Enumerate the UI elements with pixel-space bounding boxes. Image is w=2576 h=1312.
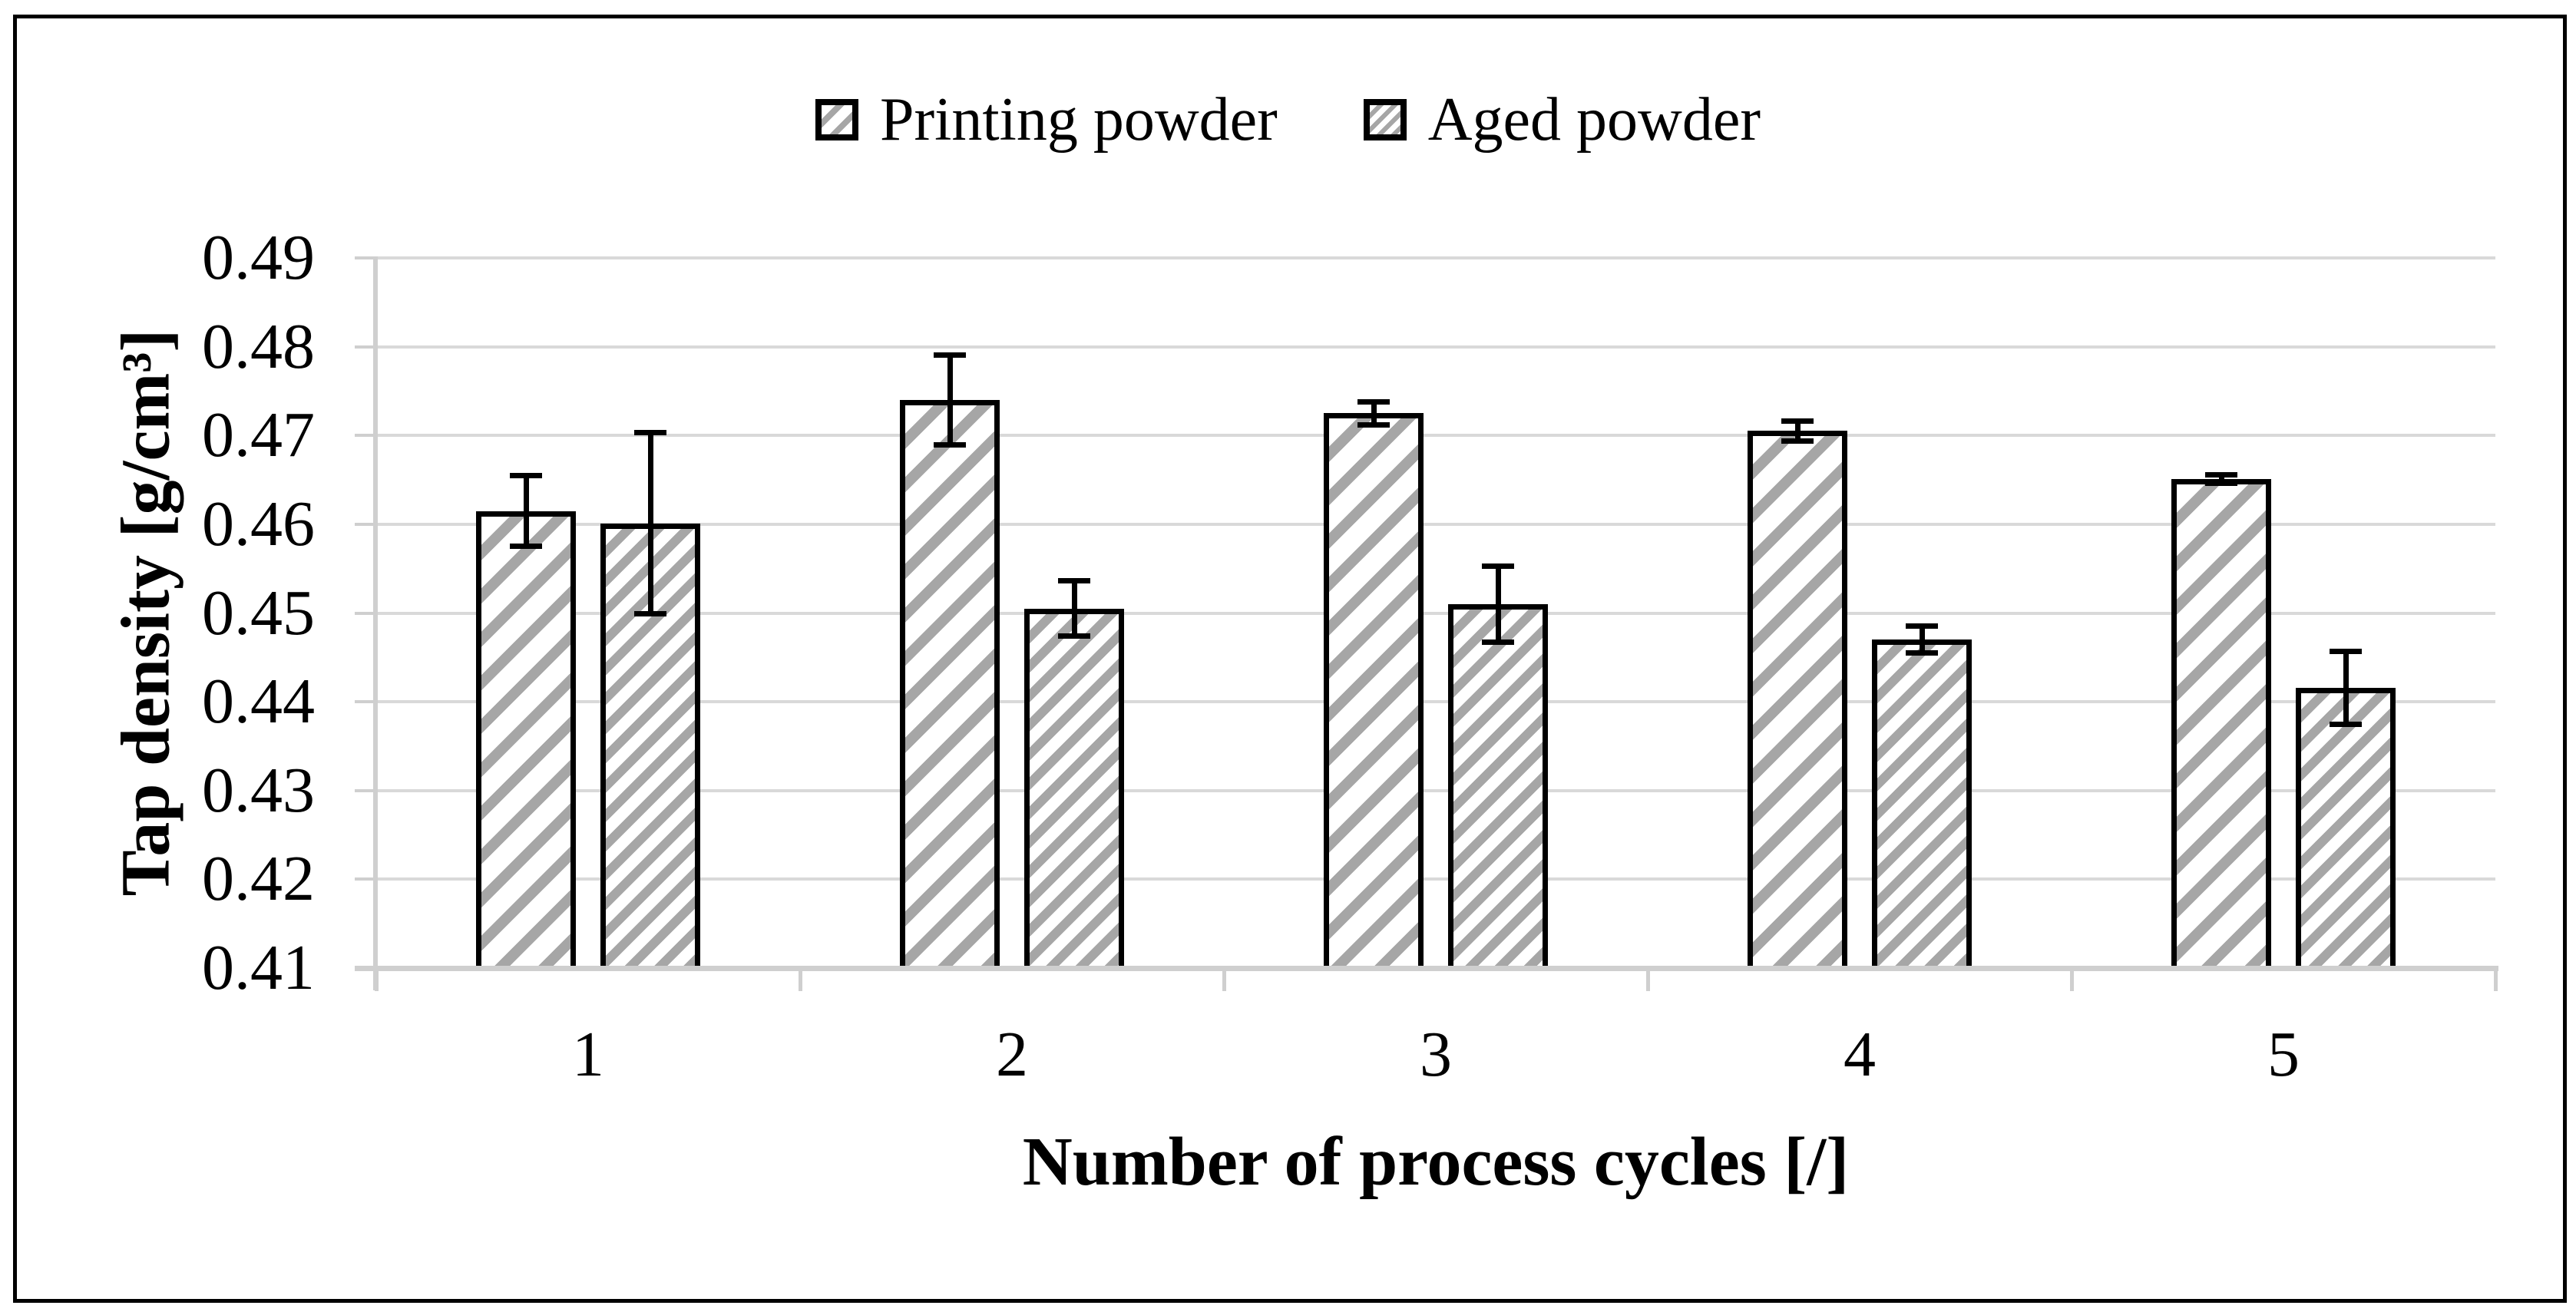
bar-aged-powder-cycle-2	[1024, 608, 1124, 971]
error-bar-stem	[2218, 474, 2224, 484]
gridline	[376, 434, 2495, 438]
error-bar-cap-top	[2330, 648, 2362, 654]
gridline	[376, 345, 2495, 349]
x-axis-line	[355, 966, 2498, 971]
x-axis-title: Number of process cycles [/]	[1022, 1124, 1850, 1200]
bar-printing-powder-cycle-4	[1748, 431, 1847, 971]
error-bar-cap-top	[1906, 623, 1938, 630]
bar-aged-powder-cycle-4	[1872, 639, 1972, 971]
error-bar-cap-top	[934, 352, 966, 358]
gridline	[376, 877, 2495, 881]
legend-item-printing-powder: Printing powder	[815, 89, 1278, 150]
error-bar-cap-top	[2205, 471, 2237, 478]
error-bar-cap-top	[510, 472, 542, 478]
x-axis-tick-mark	[1222, 968, 1226, 991]
x-axis-tick-mark	[2494, 968, 2498, 991]
x-axis-tick-mark	[799, 968, 802, 991]
gridline	[376, 788, 2495, 792]
error-bar-cap-top	[1781, 418, 1814, 425]
x-axis-tick-label: 3	[1420, 1019, 1452, 1090]
error-bar-cap-bottom	[510, 544, 542, 550]
x-axis-tick-label: 5	[2267, 1019, 2300, 1090]
y-axis-tick-label: 0.47	[202, 399, 315, 471]
x-axis-tick-mark	[2070, 968, 2074, 991]
gridline	[376, 700, 2495, 704]
y-axis-tick-mark	[355, 611, 376, 615]
x-axis-tick-mark	[375, 968, 379, 991]
y-axis-tick-mark	[355, 434, 376, 438]
error-bar-stem	[1794, 421, 1801, 441]
error-bar-stem	[1919, 626, 1925, 653]
bar-aged-powder-cycle-3	[1448, 603, 1548, 971]
y-axis-tick-label: 0.41	[202, 932, 315, 1003]
bar-printing-powder-cycle-2	[900, 400, 1000, 971]
error-bar-cap-top	[1482, 563, 1514, 569]
error-bar-stem	[2343, 651, 2349, 725]
error-bar-cap-bottom	[1482, 639, 1514, 646]
error-bar-cap-top	[1058, 578, 1090, 584]
error-bar-cap-bottom	[1781, 438, 1814, 444]
figure-border	[13, 15, 2567, 1303]
x-axis-tick-label: 1	[572, 1019, 604, 1090]
y-axis-tick-mark	[355, 522, 376, 526]
error-bar-stem	[523, 475, 529, 547]
error-bar-cap-bottom	[2205, 481, 2237, 487]
y-axis-tick-mark	[355, 788, 376, 792]
error-bar-stem	[647, 432, 653, 614]
error-bar-cap-bottom	[634, 611, 666, 617]
error-bar-stem	[947, 355, 953, 445]
y-axis-tick-label: 0.49	[202, 222, 315, 293]
error-bar-cap-bottom	[1357, 421, 1390, 428]
error-bar-stem	[1495, 566, 1501, 643]
error-bar-cap-top	[634, 430, 666, 436]
x-axis-tick-label: 2	[996, 1019, 1028, 1090]
error-bar-cap-bottom	[2330, 721, 2362, 727]
legend: Printing powder Aged powder	[0, 89, 2576, 150]
bar-printing-powder-cycle-3	[1324, 413, 1424, 971]
error-bar-cap-bottom	[934, 442, 966, 448]
gridline	[376, 522, 2495, 526]
y-axis-tick-mark	[355, 345, 376, 349]
y-axis-tick-mark	[355, 256, 376, 259]
bar-aged-powder-cycle-5	[2296, 687, 2396, 971]
y-axis-tick-mark	[355, 877, 376, 881]
x-axis-tick-label: 4	[1844, 1019, 1876, 1090]
gridline	[376, 611, 2495, 615]
legend-item-aged-powder: Aged powder	[1363, 86, 1761, 154]
error-bar-stem	[1371, 402, 1377, 425]
aged-powder-swatch-icon	[1363, 99, 1407, 140]
bar-printing-powder-cycle-1	[476, 511, 576, 971]
bar-printing-powder-cycle-5	[2171, 478, 2271, 971]
y-axis-tick-label: 0.48	[202, 310, 315, 382]
y-axis-tick-label: 0.45	[202, 577, 315, 649]
error-bar-stem	[1071, 580, 1077, 636]
y-axis-title: Tap density [g/cm³]	[107, 329, 184, 897]
error-bar-cap-top	[1357, 398, 1390, 405]
error-bar-cap-bottom	[1058, 633, 1090, 639]
legend-label-printing-powder: Printing powder	[880, 86, 1278, 154]
y-axis-tick-label: 0.42	[202, 843, 315, 915]
printing-powder-swatch-icon	[815, 99, 859, 140]
y-axis-tick-label: 0.43	[202, 754, 315, 826]
gridline	[376, 256, 2495, 259]
y-axis-tick-label: 0.46	[202, 487, 315, 560]
x-axis-tick-mark	[1646, 968, 1650, 991]
y-axis-line	[373, 256, 378, 990]
legend-label-aged-powder: Aged powder	[1427, 86, 1761, 154]
y-axis-tick-mark	[355, 700, 376, 704]
error-bar-cap-bottom	[1906, 650, 1938, 656]
y-axis-tick-label: 0.44	[202, 666, 315, 738]
